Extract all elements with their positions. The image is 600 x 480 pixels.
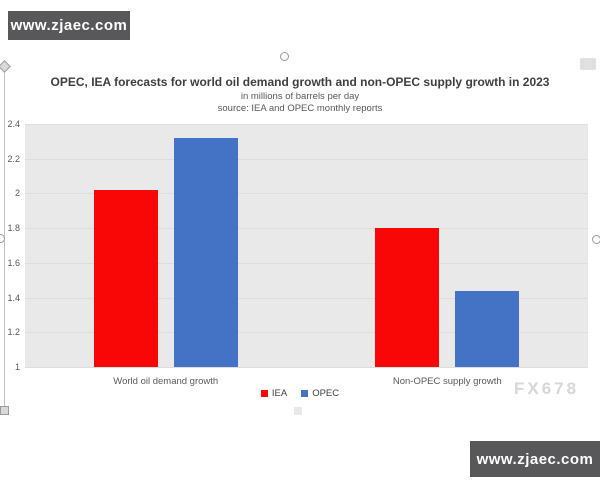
bar-iea-0 [93,189,158,367]
legend-item-iea: IEA [260,388,288,399]
resize-handle-right-middle[interactable] [592,235,600,244]
plot-area [25,124,588,368]
chart-source-note: source: IEA and OPEC monthly reports [217,103,383,114]
y-tick-label-2: 2 [14,188,20,199]
gridline-y-2.2 [25,158,588,160]
gridline-y-1.8 [25,228,588,230]
resize-handle-top-center[interactable] [280,52,289,61]
resize-handle-bottom-left[interactable] [0,406,9,415]
legend-label-opec: OPEC [312,388,340,399]
resize-handle-bottom-center[interactable] [294,407,302,415]
gridline-y-1.2 [25,332,588,334]
y-tick-label-1.8: 1.8 [7,223,20,234]
y-tick-label-1.6: 1.6 [7,257,20,268]
chart-subtitle: in millions of barrels per day [240,91,360,102]
gridline-y-1 [25,367,588,368]
gridline-y-2 [25,193,588,195]
watermark-top-left: www.zjaec.com [8,11,130,40]
legend-marker-opec [301,390,309,397]
y-tick-label-2.4: 2.4 [7,119,20,129]
y-tick-label-1: 1 [14,362,20,372]
gridline-y-1.4 [25,297,588,299]
legend: IEA OPEC [0,388,600,399]
y-tick-label-2.2: 2.2 [7,153,20,164]
y-tick-label-1.4: 1.4 [7,292,20,303]
legend-item-opec: OPEC [301,388,339,399]
legend-label-iea: IEA [271,388,288,399]
fx678-brand-watermark: FX678 [514,379,580,398]
gridline-y-2.4 [25,124,588,125]
resize-handle-top-left[interactable] [0,60,11,73]
chart-title: OPEC, IEA forecasts for world oil demand… [50,75,550,89]
resize-handle-left-middle[interactable] [0,234,5,243]
bar-opec-1 [455,290,520,367]
bar-opec-0 [173,137,238,367]
y-tick-label-1.2: 1.2 [7,327,20,338]
legend-marker-iea [260,390,268,397]
resize-handle-top-right[interactable] [580,58,596,70]
x-category-label-0: World oil demand growth [113,376,219,387]
x-category-label-1: Non-OPEC supply growth [392,376,502,387]
gridline-y-1.6 [25,262,588,264]
bar-iea-1 [375,228,440,367]
watermark-bottom-right: www.zjaec.com [470,441,600,477]
